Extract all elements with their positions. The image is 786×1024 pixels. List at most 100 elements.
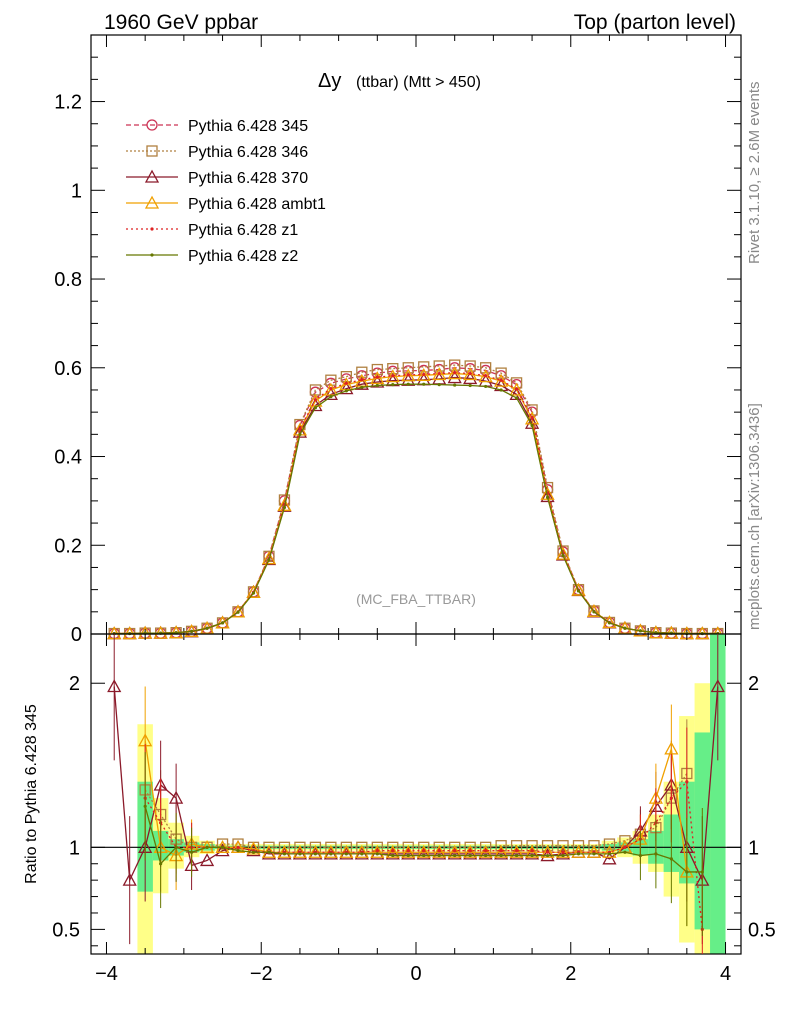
ratio-point bbox=[174, 845, 178, 849]
data-point bbox=[371, 363, 383, 376]
data-point bbox=[530, 423, 534, 428]
data-point bbox=[329, 387, 333, 391]
ratio-point bbox=[406, 853, 410, 858]
data-point bbox=[447, 366, 462, 380]
ratio-point bbox=[159, 862, 163, 866]
data-point bbox=[189, 629, 194, 633]
data-point bbox=[623, 626, 627, 630]
data-point bbox=[484, 384, 488, 389]
ratio-point bbox=[514, 853, 519, 858]
ratio-point bbox=[499, 849, 503, 853]
x-tick-label: 2 bbox=[565, 963, 576, 985]
data-point bbox=[422, 372, 426, 377]
ratio-bands bbox=[91, 634, 741, 954]
ratio-y-tick-label-left: 0.5 bbox=[52, 919, 80, 941]
ratio-point bbox=[685, 870, 689, 874]
data-point bbox=[298, 432, 302, 436]
ratio-y-tick-label-right: 1 bbox=[748, 837, 759, 859]
watermark-label: (MC_FBA_TTBAR) bbox=[356, 591, 476, 607]
data-point bbox=[391, 383, 395, 387]
ratio-point bbox=[236, 849, 240, 853]
ratio-point bbox=[586, 844, 602, 858]
data-point bbox=[449, 359, 461, 371]
legend-marker bbox=[146, 119, 158, 131]
data-point bbox=[401, 368, 416, 382]
data-point bbox=[555, 546, 571, 560]
legend-marker bbox=[146, 145, 158, 157]
ratio-axes: −4 −2 0 2 4 0.5 0.5 1 1 2 2 bbox=[52, 634, 776, 985]
legend-label: Pythia 6.428 345 bbox=[188, 118, 308, 135]
ratio-point bbox=[540, 844, 555, 858]
ratio-point bbox=[236, 845, 240, 849]
ratio-point bbox=[494, 846, 509, 860]
data-point bbox=[571, 582, 586, 596]
ratio-point bbox=[432, 846, 447, 860]
data-point bbox=[406, 382, 410, 386]
data-point bbox=[230, 604, 246, 618]
data-point bbox=[422, 382, 426, 386]
ratio-y-tick-label-right: 0.5 bbox=[748, 919, 776, 941]
ratio-point bbox=[261, 846, 277, 860]
data-point bbox=[514, 387, 519, 391]
data-point bbox=[437, 371, 441, 376]
data-point bbox=[313, 406, 318, 410]
data-point bbox=[236, 610, 240, 614]
ratio-point bbox=[576, 852, 581, 856]
ratio-point bbox=[478, 846, 493, 860]
y-tick-label: 1 bbox=[71, 180, 82, 202]
ratio-point bbox=[329, 852, 333, 856]
y-tick-label: 0 bbox=[71, 624, 82, 646]
ratio-point bbox=[509, 846, 524, 860]
data-point bbox=[375, 375, 379, 379]
data-point bbox=[530, 415, 534, 420]
data-point bbox=[360, 378, 364, 382]
ratio-point bbox=[205, 845, 209, 849]
data-point bbox=[464, 360, 476, 372]
legend-marker bbox=[144, 195, 160, 209]
data-point bbox=[484, 374, 488, 378]
ratio-point bbox=[344, 852, 348, 856]
ratio-point bbox=[607, 852, 612, 856]
data-point bbox=[323, 387, 338, 401]
y-tick-label: 0.2 bbox=[54, 535, 82, 557]
ratio-point bbox=[447, 844, 462, 858]
x-tick-label: −4 bbox=[95, 963, 118, 985]
ratio-point bbox=[416, 844, 431, 858]
data-point bbox=[391, 374, 395, 378]
ratio-point bbox=[107, 679, 122, 693]
ratio-point bbox=[602, 851, 617, 865]
data-point bbox=[267, 558, 271, 562]
x-tick-label: 4 bbox=[720, 963, 731, 985]
data-point bbox=[468, 371, 472, 376]
data-point bbox=[339, 381, 354, 395]
ratio-point bbox=[230, 839, 246, 853]
ratio-point bbox=[530, 853, 534, 858]
ratio-point bbox=[453, 849, 457, 853]
data-point bbox=[220, 621, 225, 625]
ratio-point bbox=[432, 844, 447, 858]
ratio-point bbox=[422, 853, 426, 858]
data-point bbox=[453, 383, 457, 387]
ratio-ylabel: Ratio to Pythia 6.428 345 bbox=[23, 704, 40, 884]
legend-marker bbox=[150, 253, 154, 257]
data-point bbox=[437, 383, 441, 387]
ratio-point bbox=[246, 841, 261, 855]
data-point bbox=[354, 376, 369, 390]
data-point bbox=[418, 361, 430, 373]
header-left: 1960 GeV ppbar bbox=[104, 11, 258, 34]
ratio-frame bbox=[90, 633, 742, 955]
data-point bbox=[545, 495, 550, 499]
ratio-point bbox=[385, 844, 400, 858]
header-right: Top (parton level) bbox=[574, 11, 736, 34]
ratio-point bbox=[391, 849, 395, 853]
data-point bbox=[494, 373, 509, 387]
ratio-point bbox=[555, 844, 571, 858]
ratio-point bbox=[199, 853, 215, 867]
ratio-point bbox=[530, 849, 534, 853]
data-point bbox=[205, 626, 209, 630]
ratio-point bbox=[122, 872, 137, 886]
data-point bbox=[602, 615, 617, 629]
legend-label: Pythia 6.428 370 bbox=[188, 170, 308, 187]
ratio-point bbox=[669, 796, 673, 800]
